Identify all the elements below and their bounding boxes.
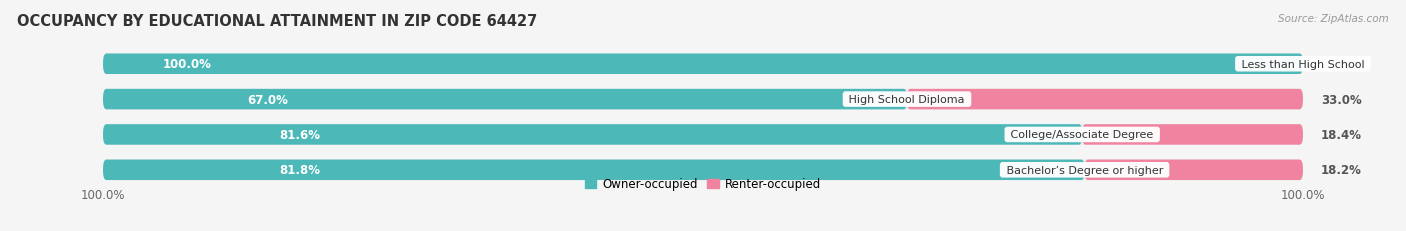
Text: 67.0%: 67.0%: [247, 93, 288, 106]
Text: 81.6%: 81.6%: [280, 128, 321, 141]
Text: Bachelor’s Degree or higher: Bachelor’s Degree or higher: [1002, 165, 1167, 175]
Text: College/Associate Degree: College/Associate Degree: [1007, 130, 1157, 140]
FancyBboxPatch shape: [1084, 160, 1303, 180]
Text: Less than High School: Less than High School: [1237, 59, 1368, 70]
Text: Source: ZipAtlas.com: Source: ZipAtlas.com: [1278, 14, 1389, 24]
FancyBboxPatch shape: [103, 54, 1303, 75]
Text: 18.4%: 18.4%: [1322, 128, 1362, 141]
FancyBboxPatch shape: [103, 89, 1303, 110]
FancyBboxPatch shape: [103, 125, 1303, 145]
Text: 33.0%: 33.0%: [1322, 93, 1362, 106]
Text: 100.0%: 100.0%: [1281, 188, 1326, 201]
FancyBboxPatch shape: [907, 89, 1303, 110]
Text: High School Diploma: High School Diploma: [845, 95, 969, 105]
FancyBboxPatch shape: [103, 160, 1303, 180]
FancyBboxPatch shape: [103, 160, 1084, 180]
Legend: Owner-occupied, Renter-occupied: Owner-occupied, Renter-occupied: [579, 173, 827, 195]
Text: 0.0%: 0.0%: [1322, 58, 1354, 71]
Text: OCCUPANCY BY EDUCATIONAL ATTAINMENT IN ZIP CODE 64427: OCCUPANCY BY EDUCATIONAL ATTAINMENT IN Z…: [17, 14, 537, 29]
FancyBboxPatch shape: [1083, 125, 1303, 145]
Text: 100.0%: 100.0%: [163, 58, 212, 71]
FancyBboxPatch shape: [103, 54, 1303, 75]
Text: 81.8%: 81.8%: [280, 164, 321, 176]
Text: 100.0%: 100.0%: [80, 188, 125, 201]
Text: 18.2%: 18.2%: [1322, 164, 1362, 176]
FancyBboxPatch shape: [103, 125, 1083, 145]
FancyBboxPatch shape: [103, 89, 907, 110]
